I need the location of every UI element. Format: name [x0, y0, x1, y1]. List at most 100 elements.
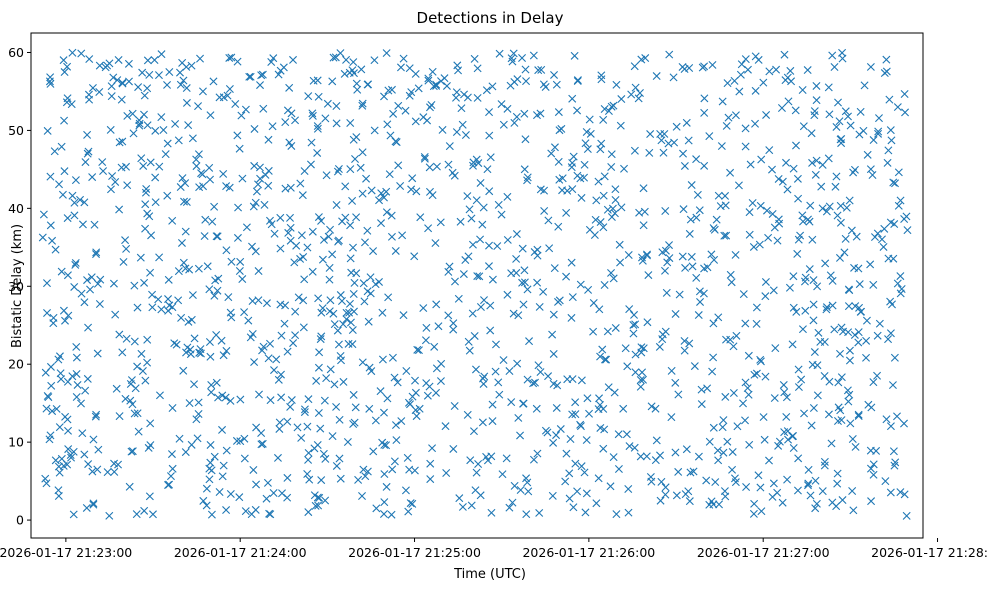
data-point	[236, 437, 245, 446]
data-point	[812, 499, 821, 508]
data-point	[848, 487, 857, 496]
data-point	[639, 221, 648, 230]
data-point	[269, 54, 278, 63]
data-point	[67, 100, 76, 109]
data-point	[696, 297, 705, 306]
x-tick-label-0: 2026-01-17 21:23:00	[0, 545, 132, 560]
data-point	[540, 206, 549, 215]
data-point	[523, 173, 532, 182]
data-point	[894, 201, 903, 210]
data-point	[612, 510, 621, 519]
data-point	[48, 236, 57, 245]
data-point	[813, 282, 822, 291]
data-point	[826, 271, 835, 280]
data-point	[442, 81, 451, 90]
data-point	[252, 423, 261, 432]
data-point	[71, 258, 80, 267]
data-point	[300, 405, 309, 414]
data-point	[687, 181, 696, 190]
data-point	[43, 126, 52, 135]
data-point	[416, 213, 425, 222]
data-point	[473, 272, 482, 281]
data-point	[70, 282, 79, 291]
data-point	[820, 457, 829, 466]
data-point	[607, 102, 616, 111]
data-point	[686, 215, 695, 224]
data-point	[210, 291, 219, 300]
data-point	[183, 343, 192, 352]
data-point	[151, 198, 160, 207]
data-point	[775, 437, 784, 446]
data-point	[697, 400, 706, 409]
data-point	[714, 456, 723, 465]
data-point	[346, 119, 355, 127]
data-point	[333, 167, 342, 176]
data-point	[655, 342, 664, 351]
data-point	[466, 456, 475, 465]
data-point	[886, 422, 895, 431]
data-point	[445, 262, 454, 271]
data-point	[146, 419, 155, 428]
data-point	[581, 508, 590, 517]
data-point	[647, 402, 656, 411]
data-point	[445, 142, 454, 151]
data-point	[499, 356, 508, 365]
data-point	[663, 258, 672, 267]
data-point	[451, 277, 459, 286]
data-point	[851, 442, 860, 451]
data-point	[854, 410, 863, 419]
data-point	[468, 240, 477, 249]
data-point	[665, 50, 674, 59]
data-point	[396, 181, 405, 190]
data-point	[900, 215, 909, 223]
data-point	[117, 163, 126, 172]
data-point	[680, 346, 689, 355]
data-point	[287, 396, 296, 405]
data-point	[454, 294, 463, 303]
data-point	[478, 220, 487, 229]
data-point	[43, 392, 52, 400]
data-point	[854, 328, 863, 337]
data-point	[713, 446, 722, 455]
data-point	[694, 311, 703, 320]
data-point	[799, 217, 808, 226]
data-point	[326, 365, 335, 374]
data-point	[314, 294, 323, 303]
data-point	[600, 280, 609, 289]
data-point	[134, 427, 143, 436]
data-point	[856, 107, 865, 116]
data-point	[349, 307, 358, 316]
data-point	[700, 161, 709, 170]
data-point	[106, 125, 115, 134]
y-tick-label-6: 60	[8, 45, 24, 60]
data-point	[711, 478, 720, 487]
data-point	[866, 464, 875, 473]
data-point	[681, 490, 690, 499]
data-point	[384, 293, 393, 302]
data-point	[72, 393, 81, 401]
data-point	[161, 150, 170, 159]
data-point	[866, 260, 875, 269]
data-point	[60, 116, 69, 125]
data-point	[611, 185, 620, 194]
data-point	[349, 243, 357, 252]
data-point	[428, 444, 437, 453]
data-point	[207, 388, 216, 397]
data-point	[780, 388, 789, 397]
data-point	[539, 287, 548, 296]
data-point	[831, 182, 840, 191]
data-point	[414, 84, 423, 93]
data-point	[240, 308, 249, 317]
data-point	[680, 65, 689, 74]
data-point	[81, 158, 90, 167]
data-point	[624, 508, 633, 517]
data-point	[297, 231, 306, 240]
data-point	[321, 496, 330, 505]
data-point	[121, 394, 130, 403]
data-point	[631, 350, 640, 359]
data-point	[794, 383, 803, 392]
y-tick-label-2: 20	[8, 357, 24, 372]
data-point	[808, 158, 817, 167]
data-point	[549, 379, 558, 388]
data-point	[890, 220, 899, 229]
